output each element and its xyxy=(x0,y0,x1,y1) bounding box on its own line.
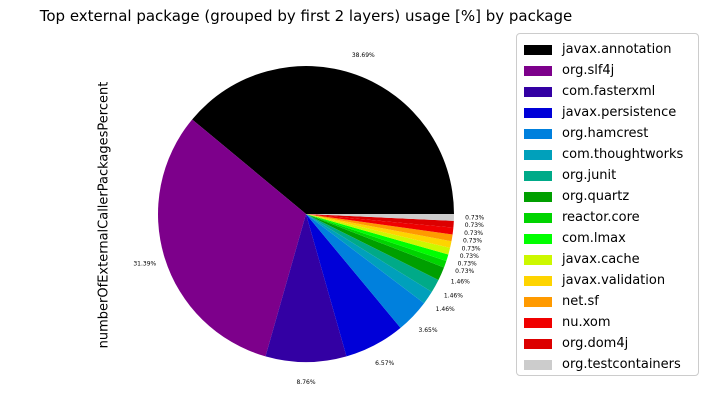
chart-title: Top external package (grouped by first 2… xyxy=(39,7,573,25)
legend-swatch xyxy=(524,233,552,244)
legend-label: org.junit xyxy=(562,168,617,183)
legend-label: javax.validation xyxy=(562,273,666,288)
pie-slice xyxy=(306,214,454,221)
legend-label: org.hamcrest xyxy=(562,126,649,141)
pie-slice xyxy=(306,214,451,255)
slice-percent-label: 0.73% xyxy=(455,268,474,275)
slice-percent-label: 3.65% xyxy=(418,327,437,334)
legend-item: reactor.core xyxy=(517,207,698,228)
pie-slice xyxy=(306,214,432,304)
slice-percent-label: 0.73% xyxy=(462,245,481,252)
slice-percent-label: 1.46% xyxy=(451,279,470,286)
legend-swatch xyxy=(524,338,552,349)
legend-item: org.quartz xyxy=(517,186,698,207)
slice-percent-label: 1.46% xyxy=(436,306,455,313)
legend-label: javax.persistence xyxy=(562,105,677,120)
legend-label: reactor.core xyxy=(562,210,640,225)
legend-label: net.sf xyxy=(562,294,599,309)
legend-swatch xyxy=(524,296,552,307)
legend-label: org.testcontainers xyxy=(562,357,681,372)
legend-label: com.lmax xyxy=(562,231,626,246)
legend-label: javax.cache xyxy=(562,252,640,267)
legend-label: org.dom4j xyxy=(562,336,629,351)
pie-slice xyxy=(306,214,454,235)
legend-swatch xyxy=(524,128,552,139)
legend-swatch xyxy=(524,149,552,160)
legend-item: com.thoughtworks xyxy=(517,144,698,165)
pie-slice xyxy=(306,214,453,242)
slice-percent-label: 0.73% xyxy=(463,238,482,245)
legend: javax.annotation org.slf4j com.fasterxml ja… xyxy=(516,33,699,376)
legend-item: org.slf4j xyxy=(517,60,698,81)
slice-percent-label: 0.73% xyxy=(465,214,484,221)
pie-slice xyxy=(306,214,425,328)
pie-slice xyxy=(306,214,447,268)
legend-label: javax.annotation xyxy=(562,42,672,57)
legend-item: org.junit xyxy=(517,165,698,186)
pie-slice xyxy=(306,214,454,228)
legend-label: org.quartz xyxy=(562,189,630,204)
pie-slice xyxy=(306,214,445,280)
legend-item: javax.cache xyxy=(517,249,698,270)
pie-slice xyxy=(306,214,452,248)
slice-percent-label: 0.73% xyxy=(458,260,477,267)
legend-label: com.fasterxml xyxy=(562,84,656,99)
legend-swatch xyxy=(524,359,552,370)
legend-item: javax.validation xyxy=(517,270,698,291)
legend-item: org.testcontainers xyxy=(517,354,698,375)
legend-swatch xyxy=(524,212,552,223)
legend-swatch xyxy=(524,191,552,202)
legend-swatch xyxy=(524,275,552,286)
slice-percent-label: 38.69% xyxy=(352,52,375,59)
legend-swatch xyxy=(524,65,552,76)
legend-swatch xyxy=(524,317,552,328)
pie-slice xyxy=(306,214,449,262)
pie-slice xyxy=(158,119,306,357)
slice-percent-label: 0.73% xyxy=(460,253,479,260)
legend-item: com.fasterxml xyxy=(517,81,698,102)
legend-item: org.dom4j xyxy=(517,333,698,354)
legend-item: org.hamcrest xyxy=(517,123,698,144)
slice-percent-label: 0.73% xyxy=(464,230,483,237)
legend-label: nu.xom xyxy=(562,315,611,330)
legend-item: net.sf xyxy=(517,291,698,312)
legend-label: com.thoughtworks xyxy=(562,147,684,162)
legend-item: com.lmax xyxy=(517,228,698,249)
legend-swatch xyxy=(524,86,552,97)
slice-percent-label: 6.57% xyxy=(375,360,394,367)
slice-percent-label: 0.73% xyxy=(465,222,484,229)
slice-percent-label: 8.76% xyxy=(296,379,315,386)
legend-item: nu.xom xyxy=(517,312,698,333)
legend-label: org.slf4j xyxy=(562,63,615,78)
pie-slice xyxy=(306,214,439,292)
pie-slice xyxy=(192,66,454,215)
legend-swatch xyxy=(524,44,552,55)
legend-swatch xyxy=(524,254,552,265)
legend-item: javax.annotation xyxy=(517,39,698,60)
pie-slice xyxy=(306,214,401,357)
legend-swatch xyxy=(524,107,552,118)
legend-swatch xyxy=(524,170,552,181)
legend-item: javax.persistence xyxy=(517,102,698,123)
slice-percent-label: 31.39% xyxy=(133,260,156,267)
slice-percent-label: 1.46% xyxy=(444,293,463,300)
pie-slice xyxy=(265,214,347,362)
